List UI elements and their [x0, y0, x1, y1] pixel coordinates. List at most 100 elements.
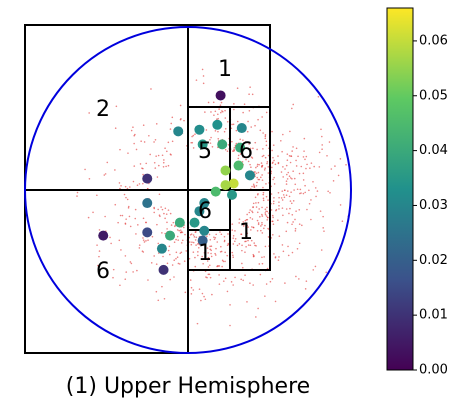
density-point — [125, 271, 128, 273]
density-point — [126, 198, 129, 201]
density-point — [264, 295, 266, 297]
density-point — [251, 218, 254, 220]
density-point — [188, 257, 191, 260]
density-point — [171, 140, 174, 143]
density-point — [170, 224, 173, 226]
density-point — [224, 117, 227, 119]
density-point — [98, 229, 101, 231]
density-point — [316, 190, 319, 192]
density-point — [313, 165, 315, 168]
density-point — [273, 176, 275, 179]
density-point — [194, 256, 196, 259]
density-point — [109, 236, 111, 239]
density-point — [251, 211, 254, 214]
density-point — [262, 199, 265, 202]
density-point — [76, 195, 78, 197]
density-point — [222, 280, 225, 282]
density-point — [281, 244, 284, 246]
density-point — [217, 265, 220, 267]
density-point — [269, 280, 272, 283]
density-point — [157, 164, 160, 167]
density-point — [273, 196, 275, 199]
density-point — [243, 103, 246, 106]
density-point — [327, 190, 329, 193]
density-point — [142, 173, 144, 176]
density-point — [277, 191, 280, 194]
density-point — [248, 211, 251, 214]
density-point — [261, 232, 264, 234]
density-point — [261, 116, 263, 118]
point — [142, 227, 153, 238]
density-point — [201, 68, 204, 71]
density-point — [114, 127, 117, 130]
density-point — [183, 260, 186, 262]
density-point — [255, 202, 257, 204]
density-point — [281, 150, 283, 153]
colorbar-tick-label: 0.05 — [419, 88, 448, 103]
density-point — [261, 155, 264, 158]
density-point — [133, 142, 135, 145]
density-point — [164, 207, 167, 210]
density-point — [290, 191, 292, 193]
density-point — [290, 202, 293, 205]
density-point — [192, 241, 195, 244]
density-point — [136, 184, 139, 186]
density-point — [140, 140, 142, 143]
density-point — [132, 180, 135, 183]
density-point — [289, 161, 292, 164]
density-point — [294, 230, 297, 232]
density-point — [177, 239, 180, 241]
point — [233, 160, 244, 171]
density-point — [258, 251, 260, 253]
density-point — [266, 216, 269, 219]
density-point — [232, 284, 234, 286]
density-point — [231, 251, 234, 254]
density-point — [286, 221, 289, 224]
density-point — [266, 162, 268, 165]
density-point — [206, 247, 209, 249]
density-point — [224, 277, 227, 280]
density-point — [236, 87, 239, 90]
density-point — [302, 192, 305, 195]
density-point — [156, 176, 159, 178]
density-point — [266, 210, 269, 213]
density-point — [124, 255, 127, 257]
density-point — [264, 137, 267, 140]
point — [212, 119, 223, 130]
density-point — [142, 182, 144, 185]
density-point — [253, 184, 255, 187]
density-point — [114, 203, 117, 206]
density-point — [183, 226, 185, 229]
density-point — [256, 163, 259, 166]
density-point — [309, 167, 311, 169]
density-point — [265, 195, 268, 198]
density-point — [133, 165, 136, 167]
density-point — [220, 245, 222, 248]
density-point — [329, 191, 331, 194]
density-point — [210, 111, 212, 113]
density-point — [295, 159, 297, 162]
density-point — [84, 168, 86, 171]
density-point — [223, 239, 226, 242]
density-point — [295, 210, 297, 212]
density-point — [127, 207, 130, 209]
density-point — [117, 221, 119, 224]
density-point — [248, 109, 251, 112]
colorbar-tick-label: 0.03 — [419, 198, 448, 213]
density-point — [249, 216, 252, 219]
density-point — [262, 197, 265, 200]
density-point — [227, 242, 230, 245]
density-point — [209, 276, 212, 279]
density-point — [232, 234, 235, 237]
density-point — [246, 130, 249, 133]
density-point — [339, 158, 342, 160]
density-point — [252, 147, 254, 150]
density-point — [298, 172, 301, 175]
density-point — [169, 128, 172, 130]
density-point — [299, 188, 302, 191]
density-point — [246, 232, 249, 235]
density-point — [220, 111, 222, 114]
density-point — [241, 244, 243, 247]
density-layer — [76, 68, 350, 327]
density-point — [216, 241, 219, 243]
